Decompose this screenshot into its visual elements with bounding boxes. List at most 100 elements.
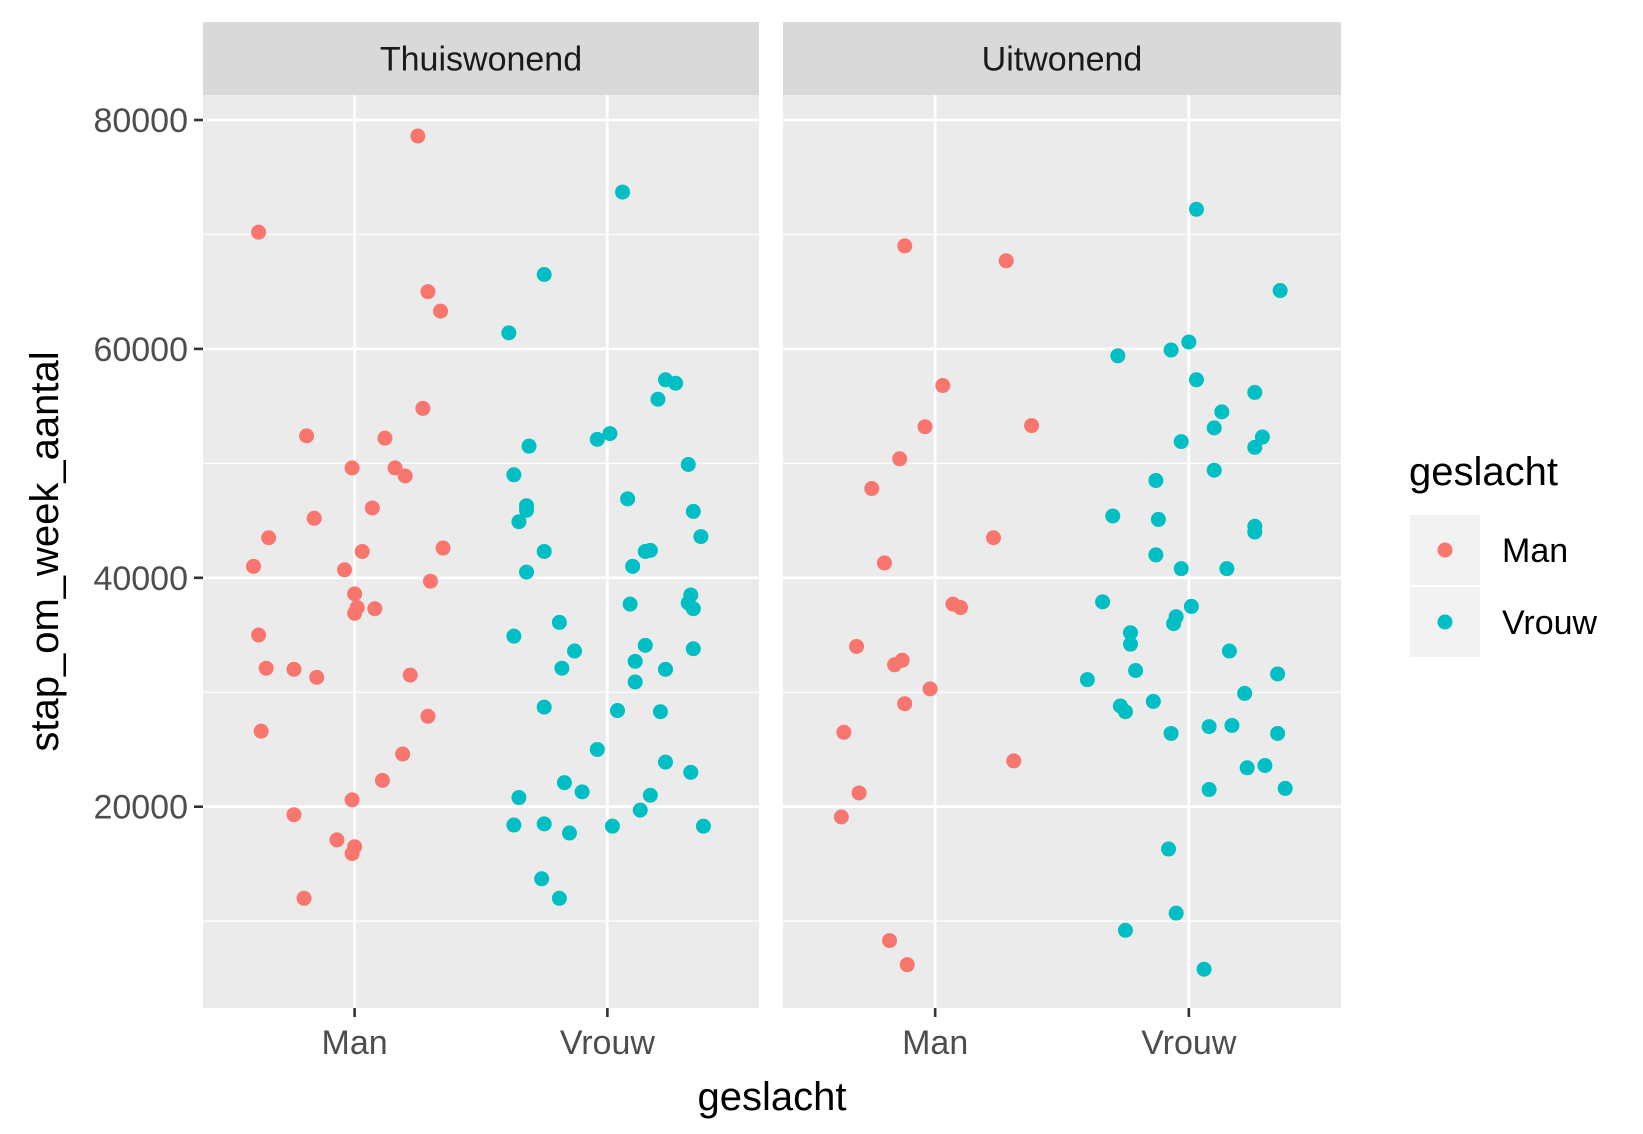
y-tick-label: 60000 — [93, 331, 188, 369]
data-point-vrouw — [589, 741, 605, 757]
data-point-man — [258, 660, 274, 676]
data-point-vrouw — [693, 529, 709, 545]
data-point-vrouw — [1221, 643, 1237, 659]
data-point-vrouw — [1237, 685, 1253, 701]
data-point-man — [286, 807, 302, 823]
data-point-man — [402, 667, 418, 683]
data-point-vrouw — [501, 325, 517, 341]
data-point-vrouw — [1181, 334, 1197, 350]
data-point-vrouw — [683, 764, 699, 780]
data-point-vrouw — [1183, 598, 1199, 614]
facet-strip-label: Uitwonend — [982, 41, 1143, 79]
data-point-man — [1024, 418, 1040, 434]
data-point-man — [397, 468, 413, 484]
data-point-man — [253, 723, 269, 739]
facet-strip — [203, 22, 759, 95]
panel-background — [783, 95, 1341, 1008]
data-point-man — [953, 600, 969, 616]
data-point-vrouw — [1122, 636, 1138, 652]
data-point-man — [395, 746, 411, 762]
data-point-man — [296, 890, 312, 906]
data-point-vrouw — [519, 502, 535, 518]
data-point-vrouw — [1117, 704, 1133, 720]
data-point-vrouw — [683, 587, 699, 603]
data-point-vrouw — [620, 491, 636, 507]
data-point-man — [435, 540, 451, 556]
data-point-man — [349, 600, 365, 616]
data-point-man — [246, 558, 262, 574]
data-point-vrouw — [506, 817, 522, 833]
data-point-vrouw — [642, 542, 658, 558]
data-point-man — [337, 562, 353, 578]
data-point-vrouw — [695, 818, 711, 834]
data-point-man — [344, 460, 360, 476]
data-point-vrouw — [1168, 609, 1184, 625]
data-point-man — [367, 601, 383, 617]
data-point-vrouw — [668, 375, 684, 391]
data-point-man — [935, 378, 951, 394]
data-point-vrouw — [1247, 439, 1263, 455]
x-axis-title: geslacht — [698, 1075, 847, 1119]
data-point-vrouw — [506, 628, 522, 644]
y-axis-title: stap_om_week_aantal — [23, 351, 67, 751]
data-point-man — [364, 500, 380, 516]
data-point-man — [410, 128, 426, 144]
data-point-vrouw — [1270, 725, 1286, 741]
x-tick-label: Vrouw — [1141, 1024, 1237, 1062]
data-point-vrouw — [534, 871, 550, 887]
data-point-vrouw — [1122, 625, 1138, 641]
data-point-man — [922, 681, 938, 697]
data-point-vrouw — [1105, 508, 1121, 524]
data-point-vrouw — [1257, 757, 1273, 773]
data-point-vrouw — [1079, 672, 1095, 688]
data-point-vrouw — [1150, 511, 1166, 527]
data-point-man — [387, 460, 403, 476]
data-point-vrouw — [622, 596, 638, 612]
data-point-man — [415, 400, 431, 416]
data-point-vrouw — [506, 467, 522, 483]
data-point-vrouw — [650, 391, 666, 407]
data-point-vrouw — [1272, 283, 1288, 299]
data-point-man — [864, 481, 880, 497]
data-point-man — [329, 832, 345, 848]
data-point-vrouw — [604, 818, 620, 834]
data-point-man — [261, 530, 277, 546]
data-point-vrouw — [1161, 841, 1177, 857]
data-point-vrouw — [637, 637, 653, 653]
data-point-man — [1006, 753, 1022, 769]
data-point-vrouw — [1224, 717, 1240, 733]
data-point-vrouw — [627, 653, 643, 669]
data-point-vrouw — [602, 426, 618, 442]
data-point-man — [851, 785, 867, 801]
data-point-man — [876, 555, 892, 571]
data-point-vrouw — [685, 641, 701, 657]
data-point-vrouw — [1254, 429, 1270, 445]
data-point-vrouw — [1277, 780, 1293, 796]
data-point-vrouw — [1201, 719, 1217, 735]
data-point-vrouw — [1168, 905, 1184, 921]
data-point-man — [833, 809, 849, 825]
data-point-man — [377, 430, 393, 446]
data-point-vrouw — [1163, 342, 1179, 358]
data-point-vrouw — [1270, 666, 1286, 682]
data-point-vrouw — [1201, 782, 1217, 798]
data-point-man — [894, 652, 910, 668]
data-point-man — [897, 238, 913, 254]
data-point-man — [422, 573, 438, 589]
data-point-man — [306, 510, 322, 526]
data-point-vrouw — [519, 564, 535, 580]
data-point-vrouw — [511, 790, 527, 806]
data-point-vrouw — [1214, 404, 1230, 420]
data-point-vrouw — [1145, 693, 1161, 709]
facet-strip-label: Thuiswonend — [380, 41, 582, 79]
data-point-vrouw — [536, 816, 552, 832]
legend-key-vrouw — [1437, 614, 1453, 630]
data-point-man — [882, 933, 898, 949]
data-point-vrouw — [680, 456, 696, 472]
data-point-vrouw — [551, 614, 567, 630]
data-point-man — [917, 419, 933, 435]
data-point-vrouw — [536, 699, 552, 715]
data-point-vrouw — [1239, 760, 1255, 776]
data-point-man — [897, 696, 913, 712]
